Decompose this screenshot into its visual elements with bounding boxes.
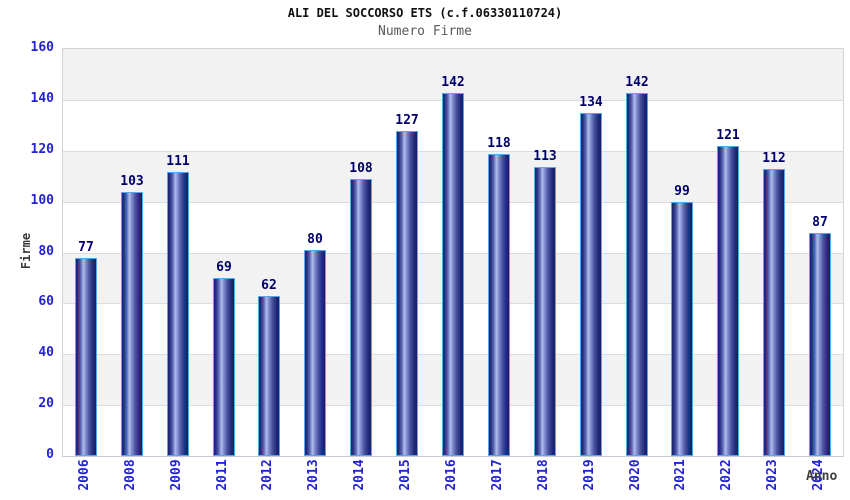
y-tick-label: 60 (38, 294, 54, 309)
bar-2013 (304, 250, 326, 456)
bar-value-label: 134 (579, 95, 603, 110)
bar-value-label: 99 (674, 184, 690, 199)
x-tick-label: 2011 (215, 459, 230, 491)
plot-area: 77 103 111 69 62 80 108 127 142 118 113 134 142 99 121… (62, 48, 844, 457)
y-tick-label: 40 (38, 345, 54, 360)
bar-2011 (213, 278, 235, 456)
x-tick-label: 2017 (490, 459, 505, 491)
y-tick-label: 20 (38, 396, 54, 411)
bar-value-label: 77 (78, 240, 94, 255)
y-tick-label: 100 (30, 193, 54, 208)
bar-2016 (442, 93, 464, 456)
bar-2008 (121, 192, 143, 456)
y-tick-label: 160 (30, 40, 54, 55)
bar-2023 (763, 169, 785, 456)
bar-2018 (534, 167, 556, 456)
bar-value-label: 103 (120, 174, 144, 189)
x-tick-label: 2019 (582, 459, 597, 491)
x-tick-label: 2012 (260, 459, 275, 491)
x-tick-label: 2022 (719, 459, 734, 491)
bar-value-label: 118 (487, 136, 511, 151)
x-tick-label: 2009 (169, 459, 184, 491)
bar-value-label: 127 (395, 113, 419, 128)
bar-2019 (580, 113, 602, 456)
x-tick-label: 2006 (77, 459, 92, 491)
bar-2022 (717, 146, 739, 456)
bar-value-label: 121 (716, 128, 740, 143)
bar-value-label: 108 (349, 161, 373, 176)
x-tick-label: 2008 (123, 459, 138, 491)
y-tick-label: 140 (30, 91, 54, 106)
bar-value-label: 112 (762, 151, 786, 166)
bar-2017 (488, 154, 510, 456)
x-tick-label: 2014 (352, 459, 367, 491)
bar-value-label: 111 (166, 154, 190, 169)
bar-2021 (671, 202, 693, 456)
chart-title: ALI DEL SOCCORSO ETS (c.f.06330110724) (287, 6, 563, 20)
bar-2020 (626, 93, 648, 456)
y-tick-label: 80 (38, 244, 54, 259)
x-axis-title: Anno (806, 469, 838, 484)
chart-subtitle: Numero Firme (378, 24, 472, 39)
bar-value-label: 62 (261, 278, 277, 293)
x-tick-label: 2023 (765, 459, 780, 491)
y-tick-label: 0 (46, 447, 54, 462)
bar-2012 (258, 296, 280, 456)
bar-2015 (396, 131, 418, 456)
bar-2009 (167, 172, 189, 456)
x-tick-label: 2018 (536, 459, 551, 491)
x-tick-label: 2013 (306, 459, 321, 491)
x-tick-label: 2016 (444, 459, 459, 491)
bar-value-label: 69 (216, 260, 232, 275)
y-tick-label: 120 (30, 142, 54, 157)
x-tick-label: 2015 (398, 459, 413, 491)
x-tick-label: 2020 (628, 459, 643, 491)
bar-value-label: 113 (533, 149, 557, 164)
bar-2006 (75, 258, 97, 456)
plot-band (63, 49, 843, 100)
x-tick-label: 2021 (673, 459, 688, 491)
bar-2024 (809, 233, 831, 456)
bar-value-label: 87 (812, 215, 828, 230)
bar-2014 (350, 179, 372, 456)
bar-value-label: 142 (441, 75, 465, 90)
bar-value-label: 142 (625, 75, 649, 90)
bar-value-label: 80 (307, 232, 323, 247)
